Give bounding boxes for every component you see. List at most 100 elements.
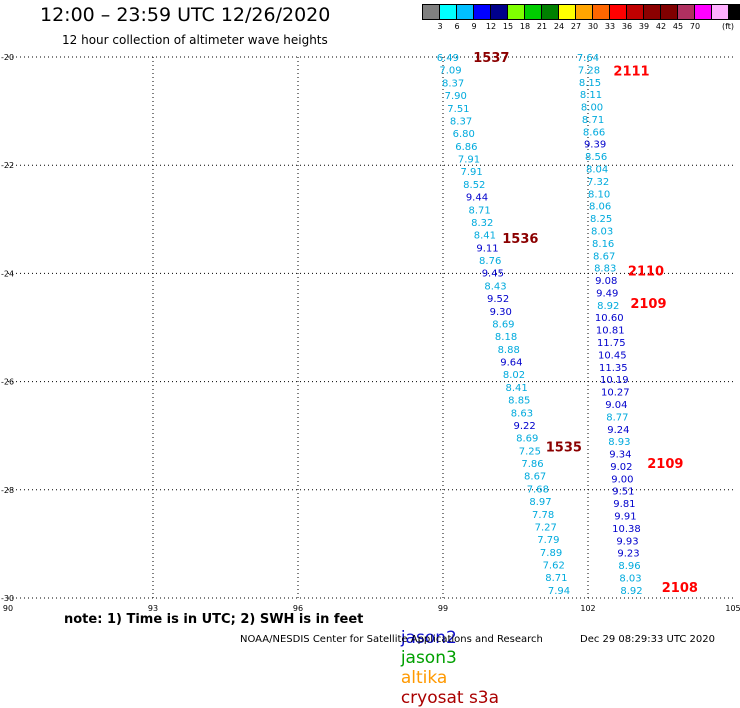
wave-height-value: 7.78: [532, 510, 554, 521]
colorbar-tick-label: 12: [485, 22, 497, 31]
colorbar-tick-label: 9: [471, 22, 477, 31]
y-tick-label: -20: [1, 53, 14, 62]
wave-height-value: 8.69: [516, 434, 538, 445]
colorbar-swatch: [542, 5, 559, 19]
y-tick-label: -26: [1, 378, 14, 387]
pass-time-label: 1535: [546, 441, 582, 456]
wave-height-value: 7.64: [577, 53, 599, 64]
pass-time-label: 2109: [647, 457, 683, 472]
wave-height-value: 8.92: [597, 301, 619, 312]
legend-altika: altika: [400, 668, 448, 688]
wave-height-value: 9.04: [605, 400, 627, 411]
wave-height-value: 8.56: [585, 152, 607, 163]
colorbar-swatch: [610, 5, 627, 19]
wave-height-value: 7.90: [445, 91, 467, 102]
wave-height-value: 8.16: [592, 239, 614, 250]
wave-height-value: 9.34: [609, 450, 631, 461]
y-tick-label: -28: [1, 486, 14, 495]
wave-height-value: 7.68: [527, 484, 549, 495]
colorbar-swatch: [559, 5, 576, 19]
wave-height-value: 9.64: [500, 358, 522, 369]
colorbar-swatch: [678, 5, 695, 19]
credit-line: NOAA/NESDIS Center for Satellite Applica…: [240, 634, 543, 645]
wave-height-value: 8.41: [506, 383, 528, 394]
wave-height-value: 7.51: [447, 104, 469, 115]
colorbar-tick-label: 45: [672, 22, 684, 31]
wave-height-value: 8.92: [620, 586, 642, 597]
wave-height-value: 8.71: [545, 573, 567, 584]
wave-height-value: 8.66: [583, 127, 605, 138]
wave-height-value: 6.80: [453, 129, 475, 140]
wave-height-value: 9.93: [616, 536, 638, 547]
wave-height-value: 10.38: [612, 524, 641, 535]
wave-height-value: 9.30: [490, 307, 512, 318]
wave-height-value: 9.51: [612, 487, 634, 498]
wave-height-value: 8.03: [619, 573, 641, 584]
wave-height-value: 9.24: [607, 425, 629, 436]
wave-height-value: 8.06: [589, 202, 611, 213]
wave-height-value: 11.75: [597, 338, 626, 349]
colorbar-swatch: [440, 5, 457, 19]
wave-height-value: 8.18: [495, 332, 517, 343]
x-tick-label: 102: [580, 604, 595, 613]
y-tick-label: -24: [1, 269, 14, 278]
wave-height-value: 8.32: [471, 218, 493, 229]
pass-time-label: 2110: [628, 265, 664, 280]
colorbar-labels: (ft) 3 6 9 12 15 18 21 24 27 30 33 36 39 42 45 70: [422, 20, 740, 32]
wave-height-value: 9.11: [476, 243, 498, 254]
wave-height-value: 7.89: [540, 548, 562, 559]
colorbar-swatch: [508, 5, 525, 19]
wave-height-value: 11.35: [599, 363, 628, 374]
wave-height-value: 8.96: [618, 561, 640, 572]
wave-height-value: 9.49: [596, 288, 618, 299]
wave-height-value: 8.97: [529, 497, 551, 508]
wave-height-value: 8.76: [479, 256, 501, 267]
wave-height-value: 8.67: [593, 251, 615, 262]
colorbar-tick-label: 33: [604, 22, 616, 31]
colorbar-swatch: [712, 5, 729, 19]
colorbar-tick-label: 21: [536, 22, 548, 31]
wave-height-value: 8.83: [594, 264, 616, 275]
wave-height-value: 8.88: [498, 345, 520, 356]
colorbar-swatch: [661, 5, 678, 19]
wave-height-value: 8.67: [524, 472, 546, 483]
wave-height-map: 90 93 96 99 102 105 -20 -22 -24 -26 -28 -30 6.49 7.09…: [1, 51, 740, 613]
colorbar-swatch: [474, 5, 491, 19]
legend-cryosat: cryosat s3a: [400, 688, 500, 708]
colorbar-tick-label: 24: [553, 22, 565, 31]
wave-height-value: 9.44: [466, 193, 488, 204]
wave-height-value: 8.52: [463, 180, 485, 191]
wave-height-value: 8.63: [511, 408, 533, 419]
wave-height-value: 8.00: [581, 103, 603, 114]
colorbar-tick-label: 6: [454, 22, 460, 31]
x-tick-label: 93: [148, 604, 158, 613]
wave-height-value: 8.25: [590, 214, 612, 225]
wave-height-value: 7.86: [521, 459, 543, 470]
wave-height-value: 10.27: [601, 388, 630, 399]
wave-height-value: 8.37: [442, 78, 464, 89]
wave-height-value: 10.81: [596, 326, 625, 337]
colorbar-tick-label: 36: [621, 22, 633, 31]
pass-time-label: 2111: [613, 65, 649, 80]
pass-time-label: 2109: [630, 297, 666, 312]
colorbar-swatch: [423, 5, 440, 19]
colorbar-unit: (ft): [721, 22, 735, 31]
wave-height-value: 7.94: [548, 586, 570, 597]
wave-height-value: 8.71: [468, 205, 490, 216]
x-tick-label: 105: [725, 604, 740, 613]
legend-jason3: jason3: [400, 648, 457, 668]
colorbar-swatches: [422, 4, 740, 20]
chart-title: 12:00 – 23:59 UTC 12/26/2020: [40, 4, 331, 26]
wave-height-value: 8.77: [606, 412, 628, 423]
colorbar-tick-label: 70: [689, 22, 701, 31]
wave-height-value: 8.71: [582, 115, 604, 126]
wave-height-value: 8.03: [591, 226, 613, 237]
colorbar-swatch: [593, 5, 610, 19]
wave-height-value: 10.60: [595, 313, 624, 324]
satellite-legend: jason2 jason3 altika cryosat s3a: [390, 608, 509, 708]
wave-height-value: 9.91: [614, 512, 636, 523]
colorbar-tick-label: 18: [519, 22, 531, 31]
wave-height-value: 7.27: [535, 522, 557, 533]
colorbar-tick-label: 15: [502, 22, 514, 31]
colorbar-swatch: [644, 5, 661, 19]
